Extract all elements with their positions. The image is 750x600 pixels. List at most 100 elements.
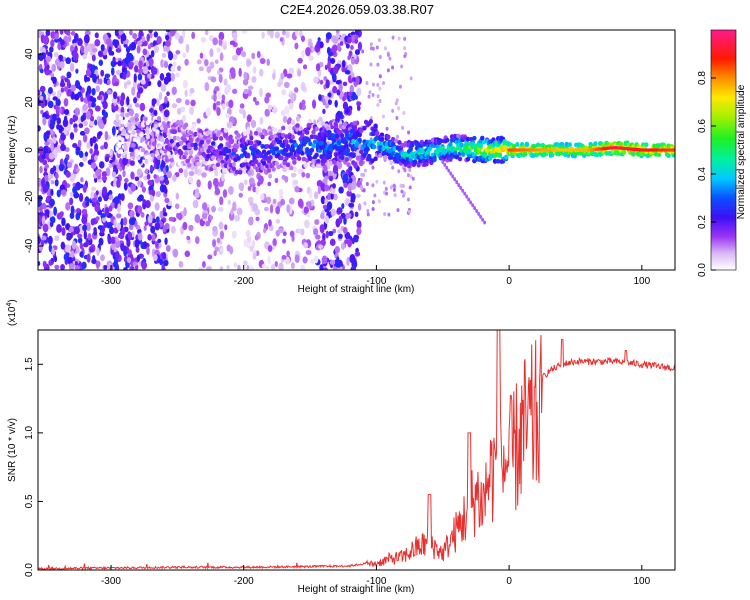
noise-blob <box>268 173 273 179</box>
noise-blob <box>144 200 151 209</box>
noise-blob <box>272 238 277 247</box>
noise-blob <box>210 76 217 83</box>
noise-blob <box>86 141 91 149</box>
ridge-cell <box>228 134 233 140</box>
ridge-cell <box>218 155 224 160</box>
noise-blob <box>341 203 345 209</box>
spectrogram-heatmap <box>38 30 675 270</box>
ridge-cell <box>271 150 276 156</box>
noise-blob <box>115 250 120 260</box>
noise-blob <box>362 188 366 193</box>
noise-blob <box>66 161 73 169</box>
noise-blob <box>182 30 186 39</box>
noise-blob <box>118 30 124 36</box>
ridge-cell <box>416 162 421 168</box>
noise-blob <box>354 211 359 217</box>
noise-blob <box>239 108 244 115</box>
noise-blob <box>81 261 87 270</box>
noise-blob <box>63 86 69 92</box>
snr-frame <box>37 329 676 571</box>
noise-blob <box>246 114 252 123</box>
noise-blob <box>207 254 213 260</box>
noise-blob <box>95 216 100 221</box>
noise-blob <box>57 42 62 51</box>
noise-blob <box>50 188 54 197</box>
noise-blob <box>136 45 141 54</box>
noise-blob <box>337 233 343 239</box>
noise-blob <box>74 45 78 53</box>
noise-blob <box>378 98 382 103</box>
noise-blob <box>85 110 91 120</box>
noise-blob <box>178 168 184 174</box>
noise-blob <box>78 192 84 203</box>
noise-blob <box>304 219 310 229</box>
noise-blob <box>143 225 147 231</box>
noise-blob <box>153 109 158 116</box>
noise-blob <box>130 217 136 226</box>
y-tick-label: 0.0 <box>24 563 35 577</box>
ridge-cell <box>147 114 152 120</box>
noise-blob <box>130 41 137 51</box>
ridge-cell <box>335 133 340 139</box>
ridge-cell <box>187 162 192 168</box>
noise-blob <box>284 105 290 115</box>
noise-blob <box>175 50 181 55</box>
noise-blob <box>38 178 42 187</box>
noise-blob <box>164 187 168 194</box>
noise-blob <box>52 165 57 172</box>
noise-blob <box>305 249 312 255</box>
noise-blob <box>172 248 179 258</box>
noise-blob <box>91 186 97 192</box>
noise-blob <box>396 208 400 213</box>
ridge-cell <box>223 163 229 169</box>
noise-blob <box>126 96 130 106</box>
noise-blob <box>141 261 147 270</box>
noise-blob <box>243 71 248 80</box>
noise-blob <box>288 67 295 75</box>
ridge-cell <box>295 123 300 128</box>
noise-blob <box>166 91 170 97</box>
noise-blob <box>134 103 140 108</box>
noise-blob <box>170 65 176 73</box>
ridge-cell <box>223 128 229 133</box>
x-tick-label: 100 <box>633 276 650 287</box>
noise-blob <box>297 168 304 174</box>
noise-blob <box>345 43 350 49</box>
ridge-cell <box>515 142 520 147</box>
noise-blob <box>86 222 91 232</box>
noise-blob <box>49 72 55 78</box>
tail-cell <box>473 206 477 211</box>
x-tick-label: -100 <box>366 276 386 287</box>
noise-blob <box>367 94 371 99</box>
noise-blob <box>212 177 219 187</box>
noise-blob <box>297 198 304 208</box>
noise-blob <box>94 143 99 152</box>
noise-blob <box>192 199 199 209</box>
ridge-cell <box>314 152 319 158</box>
spectrogram-x-axis: -300 -200 -100 0 100 <box>101 265 651 287</box>
noise-blob <box>279 37 284 42</box>
ridge-cell <box>343 121 348 127</box>
ridge-cell <box>239 153 245 159</box>
noise-blob <box>100 213 106 218</box>
noise-blob <box>184 89 188 97</box>
noise-blob <box>49 221 54 228</box>
noise-blob <box>224 86 230 96</box>
ridge-cell <box>317 121 323 127</box>
noise-blob <box>145 126 150 135</box>
noise-blob <box>300 35 306 42</box>
noise-blob <box>156 98 160 107</box>
noise-blob <box>401 184 405 189</box>
noise-blob <box>112 56 116 63</box>
noise-blob <box>59 39 65 46</box>
ridge-cell <box>367 155 372 161</box>
noise-blob <box>165 34 170 41</box>
noise-blob <box>101 175 108 181</box>
noise-blob <box>66 234 72 241</box>
noise-blob <box>212 37 219 46</box>
noise-blob <box>109 150 113 156</box>
noise-blob <box>201 212 208 220</box>
ridge-cell <box>238 169 243 175</box>
noise-blob <box>108 205 113 212</box>
noise-blob <box>354 94 358 100</box>
